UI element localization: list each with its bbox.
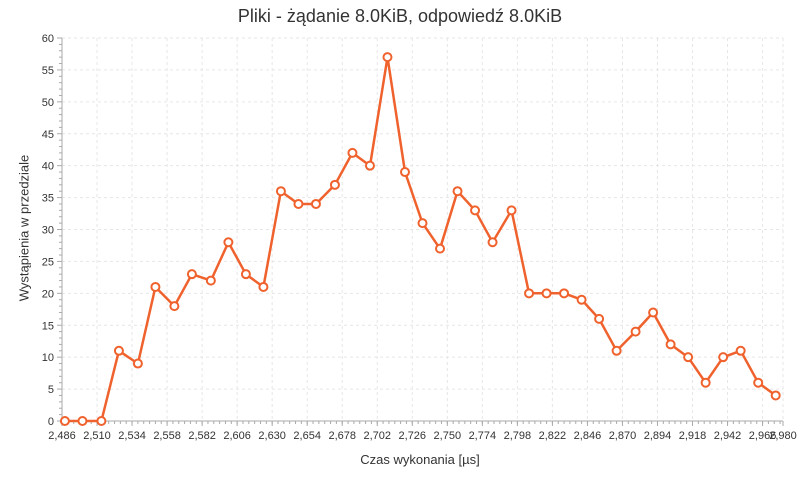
x-tick-label: 2,630 (258, 430, 286, 442)
data-point (347, 147, 358, 158)
x-tick-label: 2,980 (769, 430, 797, 442)
data-point (700, 377, 711, 388)
x-tick-label: 2,774 (469, 430, 497, 442)
x-axis-label: Czas wykonania [µs] (360, 452, 480, 467)
data-point (169, 301, 180, 312)
y-tick-label: 15 (42, 320, 54, 332)
y-tick-label: 30 (42, 225, 54, 237)
data-point (293, 198, 304, 209)
data-point (77, 416, 88, 426)
data-point (223, 237, 234, 248)
data-point (524, 288, 535, 299)
x-tick-label: 2,918 (679, 430, 707, 442)
data-point (59, 416, 70, 426)
data-point (417, 218, 428, 229)
data-point (630, 326, 641, 337)
data-point (770, 390, 781, 401)
data-point (594, 313, 605, 324)
data-point (399, 167, 410, 178)
x-tick-label: 2,558 (153, 430, 181, 442)
x-tick-label: 2,486 (48, 430, 76, 442)
y-tick-label: 55 (42, 65, 54, 77)
x-tick-label: 2,654 (293, 430, 321, 442)
data-point (718, 352, 729, 363)
data-point (275, 186, 286, 197)
data-point (258, 281, 269, 292)
x-tick-label: 2,966 (749, 430, 777, 442)
data-point (576, 294, 587, 305)
data-point (683, 352, 694, 363)
data-point (487, 237, 498, 248)
y-tick-label: 20 (42, 288, 54, 300)
x-tick-label: 2,534 (118, 430, 146, 442)
data-point (186, 269, 197, 280)
y-tick-label: 50 (42, 97, 54, 109)
y-tick-label: 40 (42, 161, 54, 173)
x-tick-label: 2,606 (223, 430, 251, 442)
x-tick-label: 2,750 (434, 430, 462, 442)
x-tick-label: 2,870 (609, 430, 637, 442)
data-point (382, 52, 393, 63)
y-tick-label: 45 (42, 129, 54, 141)
data-point (648, 307, 659, 318)
y-tick-label: 0 (48, 416, 54, 428)
data-point (611, 345, 622, 356)
data-point (435, 243, 446, 254)
x-tick-label: 2,798 (504, 430, 532, 442)
data-point (452, 186, 463, 197)
data-point (96, 416, 107, 426)
data-point (559, 288, 570, 299)
y-tick-label: 35 (42, 193, 54, 205)
data-point (541, 288, 552, 299)
y-tick-label: 25 (42, 256, 54, 268)
data-point (329, 179, 340, 190)
data-point (665, 339, 676, 350)
data-point (240, 269, 251, 280)
x-tick-label: 2,942 (714, 430, 742, 442)
data-point (310, 198, 321, 209)
x-tick-label: 2,894 (644, 430, 672, 442)
x-tick-label: 2,582 (188, 430, 216, 442)
data-point (205, 275, 216, 286)
data-point (113, 345, 124, 356)
y-tick-label: 5 (48, 384, 54, 396)
data-point (470, 205, 481, 216)
data-point (506, 205, 517, 216)
data-point (132, 358, 143, 369)
data-point (150, 281, 161, 292)
x-tick-label: 2,510 (83, 430, 111, 442)
x-tick-label: 2,726 (399, 430, 427, 442)
series-line (64, 55, 777, 423)
x-tick-label: 2,678 (328, 430, 356, 442)
data-point (753, 377, 764, 388)
x-tick-label: 2,822 (539, 430, 567, 442)
chart-title: Pliki - żądanie 8.0KiB, odpowiedź 8.0KiB (237, 6, 563, 26)
y-tick-label: 60 (42, 33, 54, 45)
y-tick-label: 10 (42, 352, 54, 364)
data-point (735, 345, 746, 356)
x-tick-label: 2,846 (574, 430, 602, 442)
x-tick-label: 2,702 (363, 430, 391, 442)
data-point (364, 160, 375, 171)
